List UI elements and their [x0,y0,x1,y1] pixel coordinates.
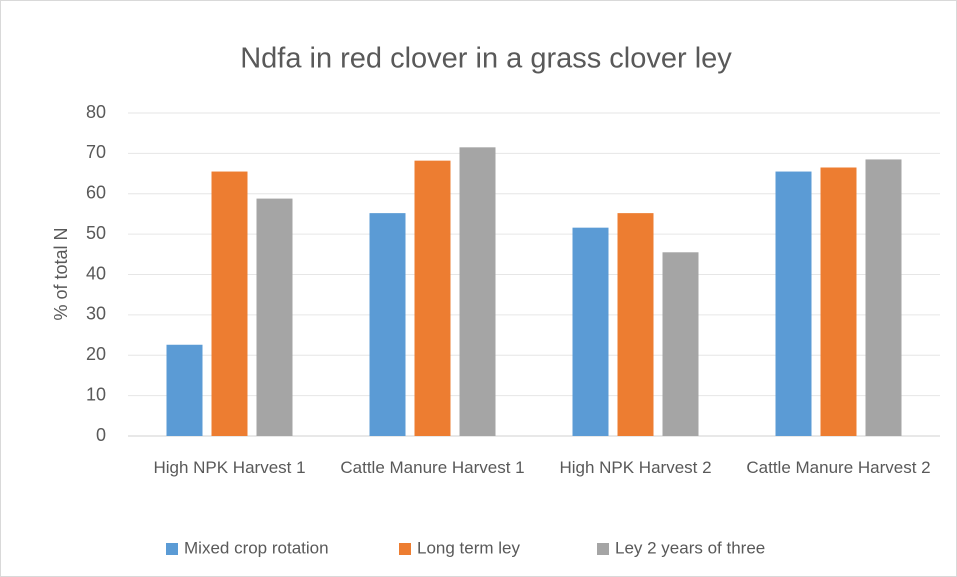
y-axis-label: % of total N [51,227,71,320]
legend-label: Ley 2 years of three [615,538,765,557]
y-tick-label: 0 [96,425,106,445]
legend-swatch [399,543,411,555]
bar [572,227,609,436]
y-tick-label: 30 [86,304,106,324]
bar [256,198,293,436]
y-tick-label: 10 [86,384,106,404]
x-tick-label: Cattle Manure Harvest 1 [340,458,525,477]
y-tick-label: 70 [86,142,106,162]
bar [820,167,857,436]
x-tick-label: High NPK Harvest 1 [153,458,306,477]
y-tick-label: 60 [86,183,106,203]
x-tick-label: Cattle Manure Harvest 2 [746,458,931,477]
legend-label: Long term ley [417,538,520,557]
bar [166,344,203,436]
y-tick-label: 80 [86,102,106,122]
bar [775,171,812,436]
bar [211,171,248,436]
y-tick-label: 50 [86,223,106,243]
y-tick-label: 20 [86,344,106,364]
bar [662,252,699,436]
x-tick-label: High NPK Harvest 2 [559,458,712,477]
bar [414,160,451,436]
legend-swatch [166,543,178,555]
y-tick-label: 40 [86,263,106,283]
bar [459,147,496,436]
legend-swatch [597,543,609,555]
chart-title: Ndfa in red clover in a grass clover ley [240,43,732,75]
bar [617,213,654,436]
bar [865,159,902,436]
bar [369,213,406,436]
legend-label: Mixed crop rotation [184,538,329,557]
